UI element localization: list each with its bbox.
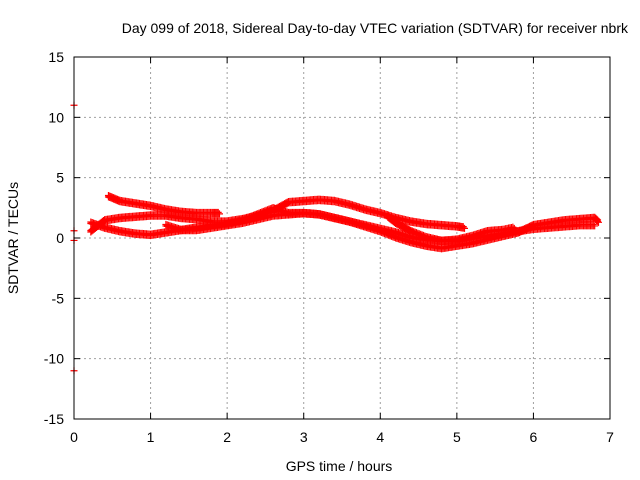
y-tick-label: -15 <box>44 411 64 427</box>
x-tick-label: 1 <box>147 429 155 445</box>
chart-title: Day 099 of 2018, Sidereal Day-to-day VTE… <box>122 20 629 36</box>
series-4 <box>384 212 518 246</box>
y-tick-label: 0 <box>56 230 64 246</box>
y-axis-label: SDTVAR / TECUs <box>5 182 21 294</box>
y-tick-label: 5 <box>56 170 64 186</box>
x-tick-label: 4 <box>376 429 384 445</box>
series-3-markers <box>162 208 603 253</box>
y-tick-label: -5 <box>52 290 65 306</box>
x-tick-label: 2 <box>223 429 231 445</box>
axis-ticks: 0 1 2 3 4 5 6 7 -15 -10 -5 0 5 10 15 <box>44 49 614 445</box>
series-4-markers <box>384 212 518 246</box>
x-tick-label: 5 <box>453 429 461 445</box>
x-tick-label: 3 <box>300 429 308 445</box>
series-1 <box>104 191 223 218</box>
x-tick-label: 6 <box>530 429 538 445</box>
x-tick-label: 0 <box>70 429 78 445</box>
y-tick-label: -10 <box>44 351 64 367</box>
series-1-markers <box>104 191 223 218</box>
x-tick-label: 7 <box>606 429 614 445</box>
x-axis-label: GPS time / hours <box>286 458 393 474</box>
series-3 <box>162 208 603 253</box>
y-tick-label: 15 <box>48 49 64 65</box>
y-tick-label: 10 <box>48 109 64 125</box>
